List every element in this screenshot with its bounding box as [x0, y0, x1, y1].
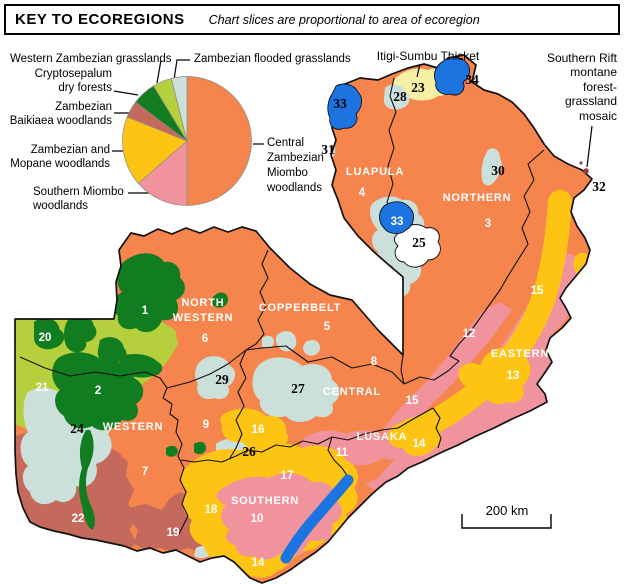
region-number-18: 18 — [205, 504, 218, 516]
lake-kariba — [280, 474, 354, 564]
pie-label-western-grasslands: Western Zambezian grasslands — [10, 53, 172, 65]
map-labels: LUAPULA NORTHERN NORTH WESTERN COPPERBELT CEN… — [36, 72, 606, 569]
region-number-33: 33 — [391, 216, 404, 228]
region-number-15: 15 — [406, 395, 419, 407]
region-number-27: 27 — [291, 381, 305, 396]
province-label-luapula: LUAPULA — [346, 166, 404, 178]
pie-slice-0: Central Zambezian Miombo woodlands 50% — [186, 76, 252, 206]
ecoregion-patches — [15, 68, 591, 578]
region-number-8: 8 — [371, 356, 378, 368]
southern-rift-dot — [583, 168, 589, 174]
province-borders — [19, 77, 545, 535]
region-number-30: 30 — [491, 163, 505, 178]
region-number-29: 29 — [215, 372, 229, 387]
region-number-24: 24 — [70, 421, 84, 436]
region-number-23: 23 — [411, 80, 425, 95]
lake-mweru — [327, 83, 362, 130]
pie-label-southern-miombo: Southern Miombo woodlands — [33, 186, 124, 213]
pie-slice-6: Zambezian flooded grasslands 3.9% — [170, 76, 188, 142]
region-number-10: 10 — [251, 513, 264, 525]
province-label-central: CENTRAL — [323, 386, 381, 398]
pie-leader-western-grasslands — [156, 59, 162, 84]
region-number-25: 25 — [412, 235, 426, 250]
province-label-north: NORTH — [181, 297, 224, 309]
lakes-water — [280, 57, 470, 564]
map-region-mopane — [181, 190, 591, 578]
pie-leader-flooded — [172, 59, 190, 87]
province-label-western: WESTERN — [103, 421, 164, 433]
itigi-callout-label: Itigi-Sumbu Thicket — [376, 49, 480, 63]
region-number-7: 7 — [142, 466, 148, 478]
region-number-21: 21 — [36, 382, 49, 394]
country-outline — [14, 54, 593, 584]
region-number-22: 22 — [72, 513, 85, 525]
region-number-28: 28 — [393, 89, 407, 104]
scale-bar — [461, 514, 552, 529]
pie-label-mopane: Zambezian and Mopane woodlands — [10, 144, 110, 171]
southern-rift-dot — [579, 161, 583, 165]
region-number-34: 34 — [465, 72, 479, 87]
region-number-19: 19 — [167, 527, 180, 539]
region-number-9: 9 — [203, 419, 209, 431]
region-number-14: 14 — [413, 438, 426, 450]
region-number-17: 17 — [281, 470, 294, 482]
pie-label-baikiaea: Zambezian Baikiaea woodlands — [9, 101, 112, 128]
region-number-20: 20 — [39, 332, 52, 344]
province-label-copperbelt: COPPERBELT — [259, 302, 341, 314]
pie-leader-cryptosepalum — [113, 90, 139, 96]
lake-bangweulu — [379, 201, 414, 234]
itigi-leader-line — [416, 63, 421, 78]
map-region-southern-miombo — [216, 473, 342, 560]
region-number-32: 32 — [592, 179, 606, 194]
region-number-33: 33 — [333, 96, 347, 111]
province-label-western: WESTERN — [173, 312, 234, 324]
region-number-1: 1 — [142, 305, 149, 317]
header-box: KEY TO ECOREGIONS Chart slices are propo… — [4, 4, 620, 35]
region-number-4: 4 — [359, 187, 366, 199]
region-number-16: 16 — [252, 424, 265, 436]
map-region-flooded-grasslands — [384, 84, 410, 110]
scale-bar-label: 200 km — [485, 503, 529, 518]
region-number-3: 3 — [485, 218, 491, 230]
region-number-11: 11 — [336, 447, 349, 459]
region-number-15: 15 — [531, 285, 544, 297]
lake-tanganyika — [434, 57, 470, 96]
pie-slice-2: Zambezian and Mopane woodlands 17.5% — [122, 116, 188, 184]
region-number-6: 6 — [202, 333, 208, 345]
province-label-lusaka: LUSAKA — [357, 431, 408, 443]
province-label-eastern: EASTERN — [491, 348, 549, 360]
region-number-14: 14 — [252, 557, 265, 569]
region-number-5: 5 — [324, 321, 331, 333]
province-label-southern: SOUTHERN — [231, 495, 299, 507]
page-title: KEY TO ECOREGIONS — [15, 11, 185, 28]
region-number-13: 13 — [507, 370, 520, 382]
pie-label-cryptosepalum: Cryptosepalum dry forests — [34, 68, 112, 95]
southern-rift-callout-label: Southern Rift montane forest- grassland … — [546, 51, 617, 123]
pie-label-central-miombo: Central Zambezian Miombo woodlands — [267, 137, 324, 194]
pie-label-flooded: Zambezian flooded grasslands — [194, 53, 351, 65]
map-region-central-miombo — [15, 55, 592, 583]
pie-slice-1: Southern Miombo woodlands 13.6% — [137, 140, 188, 206]
region-number-2: 2 — [95, 385, 101, 397]
page-subtitle: Chart slices are proportional to area of… — [208, 12, 480, 27]
region-number-26: 26 — [242, 444, 256, 459]
ecoregion-pie-chart: Central Zambezian Miombo woodlands 50%So… — [122, 76, 252, 206]
region-number-31: 31 — [321, 142, 335, 157]
map-region-25-island — [393, 224, 441, 268]
province-label-northern: NORTHERN — [443, 192, 512, 204]
region-number-12: 12 — [463, 328, 476, 340]
southern-rift-leader-line — [586, 125, 593, 168]
map-region-cryptosepalum — [34, 253, 228, 530]
